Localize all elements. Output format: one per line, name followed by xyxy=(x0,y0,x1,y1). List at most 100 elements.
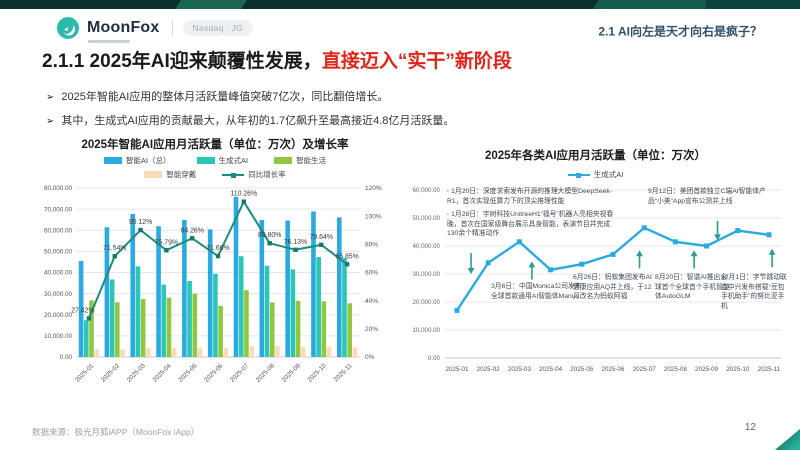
section-title: 2.1 AI向左是天才向右是疯子？ xyxy=(598,24,762,39)
data-label: 84.26% xyxy=(180,227,203,234)
svg-text:20,000.00: 20,000.00 xyxy=(412,299,440,306)
svg-text:2025-08: 2025-08 xyxy=(255,362,277,384)
chart-legend: 智能AI（总） 生成式AI 智能生活 智能穿戴 同比增长率 xyxy=(65,155,365,180)
bar xyxy=(213,273,218,357)
header-divider xyxy=(171,20,173,36)
bar xyxy=(156,226,161,357)
legend-item: 智能穿戴 xyxy=(144,169,196,180)
event-annotation: 1月20日：深度求索发布开源的推理大模型DeepSeek-R1，首次实现低算力下… xyxy=(447,187,621,206)
bar xyxy=(300,346,306,357)
svg-text:2025-05: 2025-05 xyxy=(570,366,594,373)
bar xyxy=(336,217,342,357)
line-marker xyxy=(164,248,169,253)
legend-item: 生成式AI xyxy=(196,155,248,166)
chart-plot-area: 0.00 10,000.00 20,000.00 30,000.00 40,000.00… xyxy=(30,182,400,402)
data-label: 76.13% xyxy=(284,239,307,246)
bar xyxy=(109,279,115,357)
line-marker xyxy=(267,241,272,246)
data-label: 110.26% xyxy=(230,191,257,198)
line-marker xyxy=(516,239,522,245)
monthly-active-users-bar-chart: 2025年智能AI应用月活跃量（单位：万次）及增长率 智能AI（总） 生成式AI 智… xyxy=(30,136,400,394)
bar xyxy=(84,320,89,357)
bar xyxy=(197,347,203,357)
svg-text:2025-11: 2025-11 xyxy=(758,366,781,373)
line-marker xyxy=(485,260,491,266)
list-item: 2025年智能AI应用的整体月活跃量峰值突破7亿次，同比翻倍增长。 xyxy=(46,88,454,104)
svg-text:0.00: 0.00 xyxy=(60,354,73,361)
chart-title: 2025年智能AI应用月活跃量（单位：万次）及增长率 xyxy=(81,139,349,151)
line-marker xyxy=(112,254,117,259)
bar xyxy=(264,265,270,357)
legend-label: 智能生活 xyxy=(296,156,327,165)
page-title-main: 2.1.1 2025年AI迎来颠覆性发展， xyxy=(42,51,322,72)
line-marker xyxy=(293,247,298,252)
svg-text:2025-10: 2025-10 xyxy=(306,362,328,384)
bar xyxy=(207,229,213,357)
legend-swatch-icon xyxy=(196,157,215,164)
line-chart-svg: 0.00 10,000.00 20,000.00 30,000.00 40,000.00… xyxy=(412,187,781,373)
legend-line-icon xyxy=(567,171,590,178)
line-marker xyxy=(138,227,143,233)
svg-text:2025-03: 2025-03 xyxy=(126,362,148,384)
brand-tagline xyxy=(88,40,130,43)
ticker-badge: Nasdaq : JG xyxy=(182,20,254,36)
bar xyxy=(171,347,177,357)
bar xyxy=(285,220,290,357)
svg-text:20,000.00: 20,000.00 xyxy=(44,312,73,319)
svg-text:2025-04: 2025-04 xyxy=(539,366,563,373)
bar xyxy=(223,348,229,357)
event-annotation: 6月26日：蚂蚁集团发布AI健康应用AQ并上线，于12月改名为蚂蚁阿福 xyxy=(573,274,652,301)
svg-text:2025-08: 2025-08 xyxy=(664,366,688,373)
line-marker xyxy=(610,251,616,257)
strip-wedge xyxy=(175,0,247,9)
bar xyxy=(233,196,239,357)
legend-item: 生成式AI xyxy=(567,169,624,180)
legend-swatch-icon xyxy=(144,171,163,178)
bar xyxy=(89,300,94,357)
bar xyxy=(104,227,110,357)
line-marker xyxy=(735,228,741,234)
svg-text:70,000.00: 70,000.00 xyxy=(44,206,73,213)
key-findings-list: 2025年智能AI应用的整体月活跃量峰值突破7亿次，同比翻倍增长。 其中，生成式… xyxy=(46,88,454,136)
svg-text:60,000.00: 60,000.00 xyxy=(412,187,440,194)
svg-text:2025-04: 2025-04 xyxy=(151,362,173,384)
line-marker xyxy=(641,225,647,231)
svg-text:2025-02: 2025-02 xyxy=(100,362,122,384)
line-marker xyxy=(344,262,350,267)
bar xyxy=(321,301,327,357)
bar xyxy=(326,346,332,357)
bar xyxy=(166,297,172,357)
svg-text:40%: 40% xyxy=(365,298,378,305)
bar xyxy=(78,260,84,357)
svg-text:50,000.00: 50,000.00 xyxy=(44,249,73,256)
legend-swatch-icon xyxy=(274,157,293,164)
page-number: 12 xyxy=(744,422,756,433)
line-marker xyxy=(548,267,554,273)
svg-text:60,000.00: 60,000.00 xyxy=(44,227,73,234)
svg-text:2025-01: 2025-01 xyxy=(74,362,96,384)
bar xyxy=(135,266,141,357)
strip-wedge xyxy=(706,0,800,9)
data-label: 27.42% xyxy=(71,307,94,314)
data-label: 65.85% xyxy=(335,253,358,260)
bar xyxy=(342,258,347,357)
svg-text:40,000.00: 40,000.00 xyxy=(44,270,73,277)
bar xyxy=(120,349,125,357)
bar xyxy=(94,349,100,357)
header: MoonFox Nasdaq : JG 2.1 AI向左是天才向右是疯子？ xyxy=(0,9,800,47)
event-annotation: 9月12日：美团首款独立C端AI智能体产品“小美”App宣布公测并上线 xyxy=(648,188,766,205)
chart-plot-area: 0.00 10,000.00 20,000.00 30,000.00 40,000.00… xyxy=(403,182,788,387)
legend-label: 生成式AI xyxy=(593,170,624,179)
line-marker xyxy=(319,242,324,248)
bar xyxy=(316,257,321,357)
bar xyxy=(244,290,249,357)
data-label: 79.64% xyxy=(310,234,333,241)
svg-text:30,000.00: 30,000.00 xyxy=(44,291,73,298)
line-marker xyxy=(454,307,460,313)
svg-text:10,000.00: 10,000.00 xyxy=(44,333,73,340)
bar xyxy=(140,299,146,357)
svg-text:80,000.00: 80,000.00 xyxy=(44,185,73,192)
line-marker xyxy=(241,199,247,204)
svg-text:50,000.00: 50,000.00 xyxy=(412,215,440,222)
svg-text:2025-05: 2025-05 xyxy=(177,362,199,384)
